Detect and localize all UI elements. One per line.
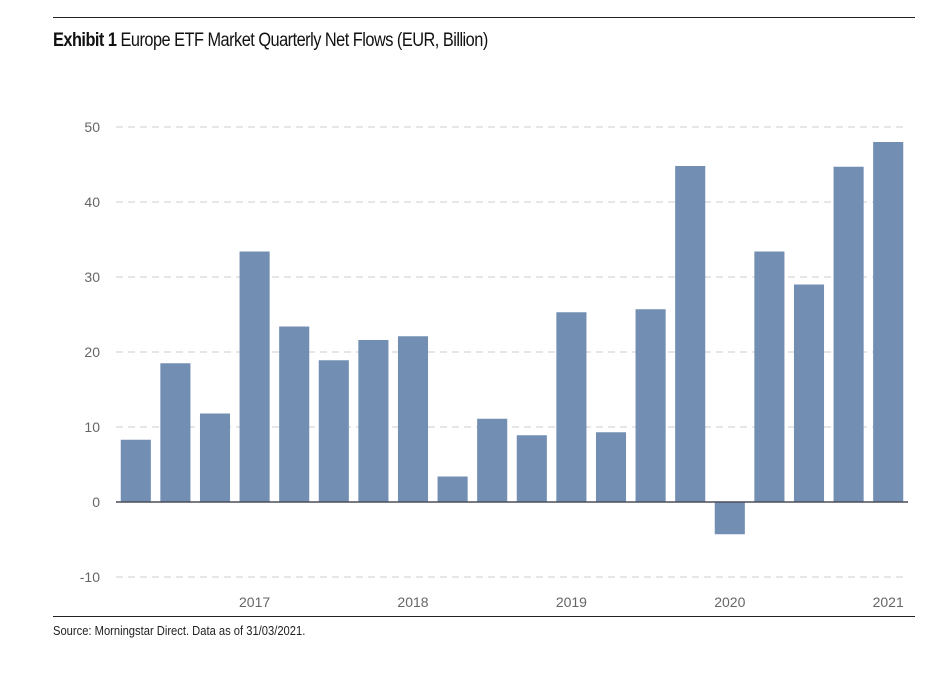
y-tick-label: 0 bbox=[92, 494, 100, 510]
bar-q4-2017 bbox=[358, 340, 389, 502]
bar-q2-2018 bbox=[437, 476, 468, 502]
bar-q3-2017 bbox=[318, 360, 349, 502]
source-note: Source: Morningstar Direct. Data as of 3… bbox=[53, 623, 306, 638]
y-tick-label: 10 bbox=[84, 419, 100, 435]
bar-q1-2019 bbox=[556, 312, 587, 502]
bar-q1-2020 bbox=[714, 502, 745, 535]
bottom-rule bbox=[53, 616, 915, 617]
bar-q3-2018 bbox=[477, 418, 508, 502]
y-tick-label: 30 bbox=[84, 269, 100, 285]
y-tick-label: 50 bbox=[84, 119, 100, 135]
gridlines bbox=[116, 126, 908, 578]
bar-q3-2016 bbox=[160, 363, 191, 502]
x-tick-label: 2018 bbox=[397, 594, 428, 610]
bar-q3-2020 bbox=[793, 284, 825, 502]
bar-q4-2020 bbox=[833, 166, 864, 502]
y-tick-label: -10 bbox=[80, 569, 100, 585]
bar-q2-2019 bbox=[595, 432, 627, 502]
bar-q2-2020 bbox=[754, 251, 785, 502]
exhibit-label: Exhibit 1 bbox=[53, 30, 117, 51]
x-tick-label: 2017 bbox=[239, 594, 270, 610]
bar-q1-2021 bbox=[873, 142, 904, 502]
bar-q1-2017 bbox=[239, 251, 270, 502]
top-rule bbox=[53, 17, 915, 18]
chart-title: Exhibit 1 Europe ETF Market Quarterly Ne… bbox=[53, 30, 488, 52]
y-tick-label: 40 bbox=[84, 194, 100, 210]
bar-q4-2019 bbox=[675, 166, 706, 502]
x-tick-label: 2019 bbox=[556, 594, 587, 610]
x-axis-ticks: 2017 2018 2019 2020 2021 bbox=[239, 594, 904, 610]
bar-q4-2016 bbox=[199, 413, 231, 502]
y-axis-ticks: -10 0 10 20 30 40 50 bbox=[80, 119, 100, 585]
bars bbox=[120, 142, 904, 535]
x-tick-label: 2021 bbox=[873, 594, 904, 610]
bar-q2-2017 bbox=[279, 326, 310, 502]
y-tick-label: 20 bbox=[84, 344, 100, 360]
x-tick-label: 2020 bbox=[714, 594, 745, 610]
bar-q4-2018 bbox=[516, 435, 547, 502]
title-text: Europe ETF Market Quarterly Net Flows (E… bbox=[120, 30, 488, 51]
bar-q1-2018 bbox=[397, 336, 429, 502]
bar-q3-2019 bbox=[635, 309, 666, 502]
bar-q2-2016 bbox=[120, 439, 151, 502]
